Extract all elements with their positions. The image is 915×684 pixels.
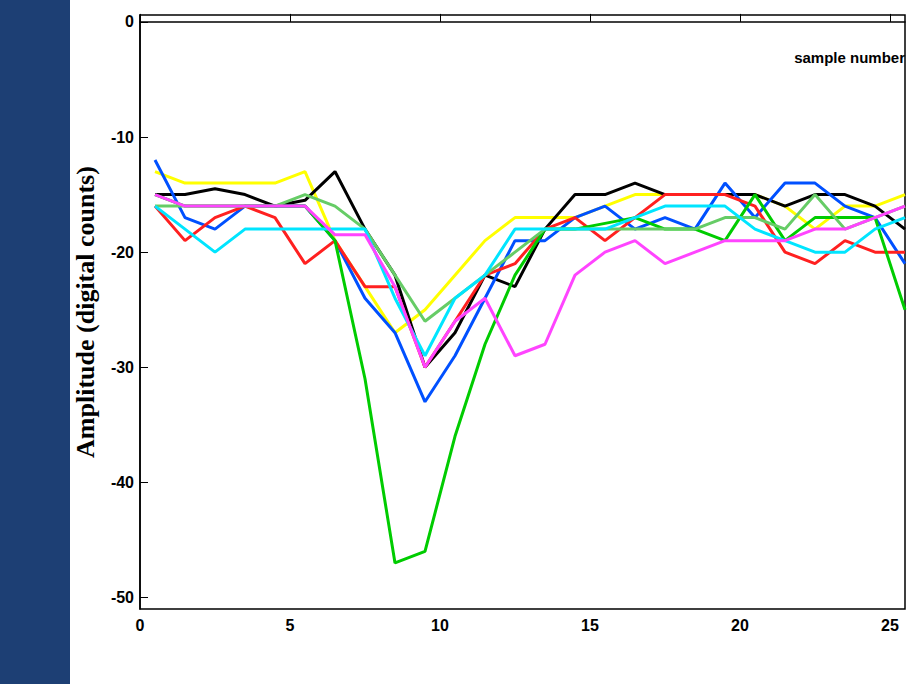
svg-text:0: 0: [136, 617, 145, 634]
svg-text:-30: -30: [111, 359, 134, 376]
svg-text:20: 20: [731, 617, 749, 634]
svg-text:0: 0: [125, 13, 134, 30]
svg-text:5: 5: [286, 617, 295, 634]
svg-text:-40: -40: [111, 474, 134, 491]
svg-text:10: 10: [431, 617, 449, 634]
svg-text:25: 25: [881, 617, 899, 634]
svg-text:Amplitude (digital counts): Amplitude (digital counts): [71, 166, 100, 458]
svg-text:-50: -50: [111, 589, 134, 606]
svg-text:sample number: sample number: [794, 49, 905, 66]
svg-text:-10: -10: [111, 129, 134, 146]
svg-text:15: 15: [581, 617, 599, 634]
svg-text:-20: -20: [111, 244, 134, 261]
